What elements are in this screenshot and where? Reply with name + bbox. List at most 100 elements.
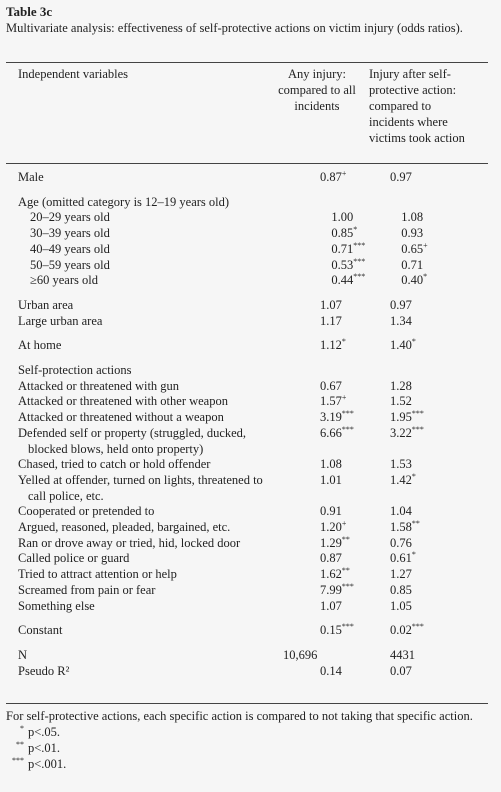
table-row: Attacked or threatened without a weapon 3… xyxy=(0,410,501,426)
caption: Multivariate analysis: effectiveness of … xyxy=(6,21,463,35)
value-cell: 0.87 xyxy=(320,551,370,567)
value-cell: 0.53*** xyxy=(331,256,381,274)
row-label: Defended self or property (struggled, du… xyxy=(18,425,247,456)
rule xyxy=(6,62,488,63)
row-label: Screamed from pain or fear xyxy=(18,582,156,597)
value: 1.40 xyxy=(390,338,412,353)
value: 0.93 xyxy=(401,226,424,241)
row-group: Constant 0.15*** 0.02*** xyxy=(0,623,501,639)
value: 0.85 xyxy=(331,226,354,241)
value: 1.28 xyxy=(390,378,412,393)
value: 1.95 xyxy=(390,410,412,425)
significance-mark: *** xyxy=(341,409,354,419)
value: 0.85 xyxy=(390,582,412,597)
table-row: Something else 1.07 1.05 xyxy=(0,599,501,615)
row-label: 40–49 years old xyxy=(30,241,110,256)
header-cell: Injury after self-protective action: com… xyxy=(369,67,465,145)
table-row: Urban area 1.07 0.97 xyxy=(0,298,501,314)
value-cell: 1.20+ xyxy=(320,520,370,536)
value: 1.58 xyxy=(390,520,412,535)
value-cell: 0.93 xyxy=(401,226,501,242)
row-label: Yelled at offender, turned on lights, th… xyxy=(18,472,263,503)
row-group: Urban area 1.07 0.97 Large urban area 1.17 1.… xyxy=(0,298,501,329)
significance-mark: + xyxy=(341,519,347,529)
row-label: Chased, tried to catch or hold offender xyxy=(18,457,211,472)
value: 3.19 xyxy=(320,410,342,425)
value: 1.53 xyxy=(390,457,412,472)
row-group: Age (omitted category is 12–19 years old… xyxy=(0,195,501,289)
value-cell: 0.67 xyxy=(320,379,370,395)
table-label: Table 3c xyxy=(6,4,53,19)
row-label: Attacked or threatened with gun xyxy=(18,378,180,393)
significance-mark: *** xyxy=(353,240,366,250)
value-cell: 0.76 xyxy=(390,536,490,552)
significance-mark: *** xyxy=(341,424,354,434)
value-cell: 1.12* xyxy=(320,338,370,354)
row-label: Ran or drove away or tried, hid, locked … xyxy=(18,535,241,550)
significance-mark: *** xyxy=(341,581,354,591)
row-label: Attacked or threatened with other weapon xyxy=(18,394,228,409)
table-row: 50–59 years old 0.53*** 0.71 xyxy=(0,256,501,274)
value: 1.07 xyxy=(320,297,342,312)
row-label: ≥60 years old xyxy=(30,273,98,288)
value: 0.91 xyxy=(320,504,342,519)
legend-entry: ** p<.01. xyxy=(6,740,488,756)
value: 0.61 xyxy=(390,551,412,566)
row-label: Tried to attract attention or help xyxy=(18,567,177,582)
value: 0.97 xyxy=(390,297,412,312)
row-label: Called police or guard xyxy=(18,551,130,566)
value: 1.12 xyxy=(320,338,342,353)
table-row: Chased, tried to catch or hold offender 1… xyxy=(0,457,501,473)
value-cell: 0.71 xyxy=(401,258,501,274)
value: 1.07 xyxy=(320,598,342,613)
value: 1.00 xyxy=(331,210,354,225)
row-label: 30–39 years old xyxy=(30,226,110,241)
value-cell: 6.66*** xyxy=(320,424,370,457)
value-cell: 0.85* xyxy=(331,226,381,242)
table-row: Attacked or threatened with other weapon… xyxy=(0,394,501,410)
table-row: Pseudo R² 0.14 0.07 xyxy=(0,664,501,680)
value-cell: 1.00 xyxy=(331,210,381,226)
value: 0.67 xyxy=(320,378,342,393)
row-group: Self-protection actions Attacked or threa… xyxy=(0,363,501,614)
significance-mark: *** xyxy=(353,256,366,266)
row-label: Something else xyxy=(18,598,95,613)
value: 7.99 xyxy=(320,582,342,597)
value-cell: 0.07 xyxy=(390,664,490,680)
value: 1.17 xyxy=(320,313,342,328)
value-cell: 0.44*** xyxy=(331,273,381,289)
value-cell: 1.57+ xyxy=(320,394,370,410)
significance-mark: * xyxy=(411,550,416,560)
value: 0.87 xyxy=(320,170,342,184)
rule xyxy=(6,163,488,164)
significance-mark: *** xyxy=(411,424,424,434)
legend-text: p<.01. xyxy=(28,741,61,755)
legend-text: p<.001. xyxy=(28,757,67,771)
value-cell: 1.52 xyxy=(390,394,490,410)
value-cell: 0.85 xyxy=(390,583,490,599)
value-cell: 1.08 xyxy=(320,457,370,473)
row-label: Large urban area xyxy=(18,313,103,328)
value-cell: 1.07 xyxy=(320,298,370,314)
value-cell: 1.29** xyxy=(320,535,370,552)
value: 0.87 xyxy=(320,551,342,566)
value-cell: 1.07 xyxy=(320,599,370,615)
table-row: Defended self or property (struggled, du… xyxy=(0,424,501,457)
value-cell: 3.22*** xyxy=(390,424,490,457)
legend-text: p<.05. xyxy=(28,725,61,739)
value-cell: 1.28 xyxy=(390,379,490,395)
value: 1.29 xyxy=(320,535,342,550)
significance-mark: ** xyxy=(16,740,24,749)
significance-mark: * xyxy=(353,225,358,235)
value-cell: 1.58** xyxy=(390,520,490,536)
significance-mark: * xyxy=(423,272,428,282)
value: 0.53 xyxy=(331,257,354,272)
table-row: Called police or guard 0.87 0.61* xyxy=(0,551,501,567)
value-cell: 0.97 xyxy=(390,298,490,314)
value: 1.08 xyxy=(401,210,424,225)
value: 0.44 xyxy=(331,273,354,288)
row-label: At home xyxy=(18,338,62,353)
header-cell: Any injury: compared to all incidents xyxy=(278,67,356,113)
significance-mark: * xyxy=(411,337,416,347)
row-group: At home 1.12* 1.40* xyxy=(0,338,501,354)
